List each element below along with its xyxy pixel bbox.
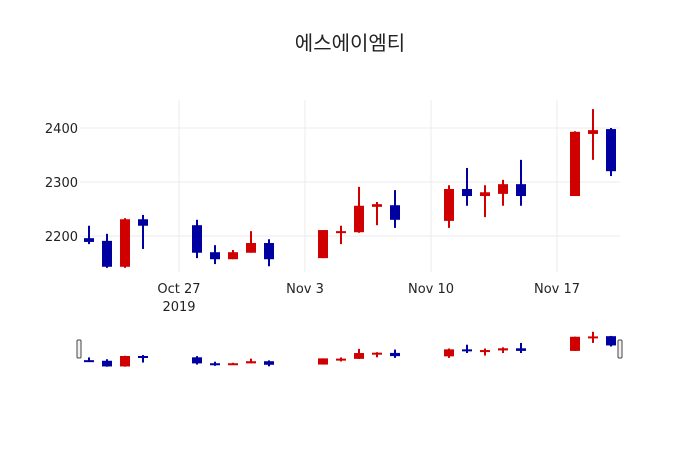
x-tick-year-label: 2019 xyxy=(162,300,195,315)
slider-candle xyxy=(120,355,130,367)
candle xyxy=(462,167,472,206)
candle xyxy=(318,230,328,259)
candle xyxy=(588,109,598,160)
slider-candle xyxy=(102,359,112,367)
x-tick-label: Nov 10 xyxy=(408,282,454,297)
y-tick-label: 2400 xyxy=(45,122,78,137)
slider-candle xyxy=(354,348,364,359)
slider-candle xyxy=(246,358,256,364)
candle xyxy=(210,245,220,265)
slider-candle xyxy=(570,336,580,351)
slider-candle xyxy=(336,357,346,362)
candle xyxy=(498,179,508,206)
slider-candle xyxy=(228,362,238,366)
slider-candle xyxy=(84,357,94,363)
slider-candle xyxy=(390,349,400,358)
candle xyxy=(372,201,382,226)
slider-candle xyxy=(498,347,508,354)
candle xyxy=(102,233,112,268)
candle xyxy=(480,185,490,218)
slider-candle xyxy=(444,348,454,358)
candle xyxy=(138,214,148,249)
slider-candle xyxy=(462,344,472,354)
x-tick-label: Nov 17 xyxy=(534,282,580,297)
y-tick-label: 2200 xyxy=(45,230,78,245)
y-axis: 2200 2300 2400 xyxy=(45,122,78,245)
slider-candle xyxy=(606,335,616,347)
candle xyxy=(354,186,364,233)
candle xyxy=(516,159,526,206)
candle xyxy=(120,218,130,268)
candle xyxy=(246,231,256,253)
y-tick-label: 2300 xyxy=(45,176,78,191)
slider-candle xyxy=(210,361,220,366)
chart-title: 에스에이엠티 xyxy=(294,31,406,55)
candle xyxy=(606,128,616,177)
x-tick-label: Nov 3 xyxy=(286,282,324,297)
range-slider[interactable] xyxy=(76,331,623,367)
x-tick-label: Oct 27 xyxy=(157,282,200,297)
slider-candle xyxy=(372,352,382,358)
slider-candle xyxy=(588,331,598,343)
slider-candle xyxy=(516,342,526,354)
candle xyxy=(570,131,580,197)
candle xyxy=(228,250,238,260)
candles xyxy=(84,109,616,268)
candle xyxy=(192,219,202,259)
slider-candle xyxy=(264,360,274,367)
candle xyxy=(390,190,400,228)
candle xyxy=(444,185,454,228)
slider-candle xyxy=(192,356,202,365)
candle xyxy=(336,225,346,245)
candle xyxy=(264,239,274,267)
range-slider-left-handle[interactable] xyxy=(76,339,82,359)
gridlines xyxy=(80,100,620,272)
slider-candle xyxy=(318,358,328,365)
candle xyxy=(84,225,94,245)
range-slider-right-handle[interactable] xyxy=(617,339,623,359)
slider-candle xyxy=(138,355,148,363)
slider-candle xyxy=(480,348,490,356)
x-axis: Oct 27 2019 Nov 3 Nov 10 Nov 17 xyxy=(157,282,580,315)
